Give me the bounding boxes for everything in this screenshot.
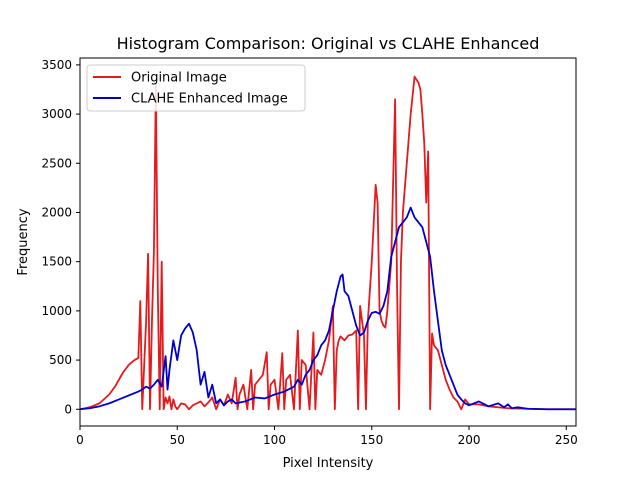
y-axis-ticks: 0 500 1000 1500 2000 2500 3000 3500: [41, 58, 80, 416]
x-tick-label: 0: [76, 433, 84, 447]
legend-label-1: CLAHE Enhanced Image: [131, 92, 288, 107]
legend: Original Image CLAHE Enhanced Image: [86, 64, 306, 112]
y-tick-label: 2000: [41, 205, 72, 219]
y-tick-label: 3000: [41, 107, 72, 121]
x-tick-label: 50: [170, 433, 185, 447]
y-axis-label: Frequency: [16, 208, 31, 275]
y-tick-label: 500: [49, 353, 72, 367]
x-tick-label: 250: [555, 433, 578, 447]
y-tick-label: 1500: [41, 255, 72, 269]
x-axis-label: Pixel Intensity: [283, 456, 374, 471]
y-tick-label: 2500: [41, 156, 72, 170]
y-tick-label: 1000: [41, 304, 72, 318]
legend-label-0: Original Image: [131, 71, 227, 86]
plot-lines: [80, 75, 576, 411]
series-line-0: [80, 75, 576, 411]
axes-frame: [79, 57, 577, 427]
x-tick-label: 150: [360, 433, 383, 447]
y-tick-label: 0: [64, 402, 72, 416]
x-tick-label: 100: [263, 433, 286, 447]
y-tick-label: 3500: [41, 58, 72, 72]
x-tick-label: 200: [458, 433, 481, 447]
legend-box: [86, 64, 306, 112]
x-axis-ticks: 0 50 100 150 200 250: [76, 426, 578, 447]
chart-title: Histogram Comparison: Original vs CLAHE …: [117, 34, 540, 53]
series-line-1: [80, 206, 576, 411]
